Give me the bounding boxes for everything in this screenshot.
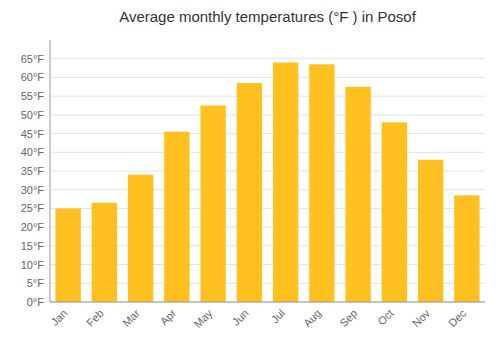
y-tick-label: 65°F [21, 53, 45, 65]
y-tick-label: 10°F [21, 259, 45, 271]
bar [382, 122, 407, 302]
x-tick-label: Jul [269, 307, 287, 325]
grid-line [50, 77, 485, 78]
y-tick-label: 50°F [21, 109, 45, 121]
x-axis-line [50, 302, 485, 303]
y-axis: 0°F 5°F 10°F 15°F 20°F 25°F 30°F 35°F 40°F 45°F 50… [21, 53, 485, 308]
grid-line [50, 58, 485, 59]
title: Average monthly temperatures (°F ) in Po… [119, 8, 417, 25]
y-axis-line [50, 40, 51, 302]
x-tick-label: Apr [158, 307, 179, 328]
y-tick-label: 60°F [21, 71, 45, 83]
x-tick-label: Mar [120, 307, 142, 329]
y-tick-label: 55°F [21, 90, 45, 102]
grid-line [50, 114, 485, 115]
bar [345, 87, 370, 302]
y-tick-label: 40°F [21, 146, 45, 158]
bar [237, 83, 262, 302]
bar [200, 106, 225, 303]
y-tick-label: 35°F [21, 165, 45, 177]
x-tick-label: Nov [410, 307, 433, 330]
y-tick-label: 20°F [21, 221, 45, 233]
y-tick-label: 5°F [27, 277, 45, 289]
chart: Average monthly temperatures (°F ) in Po… [0, 0, 500, 350]
x-tick-label: Dec [446, 307, 469, 330]
x-tick-label: Feb [84, 307, 106, 329]
y-tick-label: 0°F [27, 296, 45, 308]
bar [92, 203, 117, 302]
x-tick-label: Jan [49, 307, 70, 328]
x-tick-label: Oct [375, 307, 396, 328]
y-tick-label: 15°F [21, 240, 45, 252]
bars [55, 62, 479, 302]
bar [454, 195, 479, 302]
bar [309, 64, 334, 302]
x-tick-label: Sep [337, 307, 359, 329]
bar [164, 132, 189, 302]
y-tick-label: 25°F [21, 202, 45, 214]
bar [128, 175, 153, 302]
x-tick-label: Jun [230, 307, 251, 328]
bar [273, 62, 298, 302]
bar [418, 160, 443, 302]
grid-line [50, 96, 485, 97]
x-axis: Jan Feb Mar Apr May Jun Jul Aug Sep Oct Nov Dec [49, 307, 469, 331]
grid-line [50, 302, 485, 303]
y-tick-label: 30°F [21, 184, 45, 196]
bar [55, 208, 80, 302]
y-tick-label: 45°F [21, 128, 45, 140]
x-tick-label: Aug [301, 307, 323, 329]
grid-line [50, 152, 485, 153]
grid-line [50, 133, 485, 134]
x-tick-label: May [191, 307, 215, 331]
